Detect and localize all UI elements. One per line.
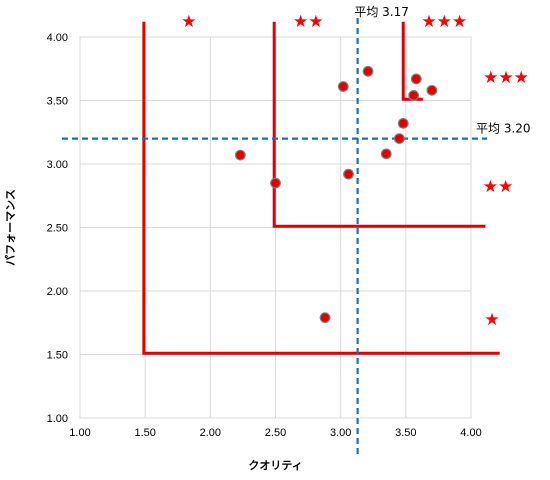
data-point [319, 312, 331, 324]
y-tick-label: 2.50 [47, 223, 68, 235]
y-tick-label: 4.00 [47, 32, 68, 44]
average-x-label: 平均 3.17 [354, 5, 409, 19]
x-tick-label: 3.50 [395, 427, 416, 439]
x-tick-label: 3.00 [330, 427, 351, 439]
y-tick-label: 2.00 [47, 286, 68, 298]
zone-performance-stars: ★ [484, 310, 499, 330]
zone-bracket [142, 21, 500, 355]
data-point [410, 73, 422, 85]
data-point [337, 81, 349, 92]
data-point [234, 149, 246, 161]
zone-performance-stars: ★★★ [483, 68, 529, 88]
y-axis-ticks: 1.00 1.50 2.00 2.50 3.00 3.50 4.00 [47, 32, 68, 425]
data-point [343, 168, 354, 180]
zone-quality-stars: ★★ [293, 12, 323, 32]
zone-quality-stars: ★ [181, 12, 196, 32]
average-y-label: 平均 3.20 [476, 122, 531, 136]
x-tick-label: 2.00 [200, 427, 221, 439]
y-axis-title: パフォーマンス [4, 189, 17, 266]
x-tick-label: 2.50 [265, 427, 286, 439]
data-point [408, 90, 420, 101]
data-points [234, 65, 438, 324]
x-tick-label: 4.00 [460, 427, 481, 439]
y-tick-label: 3.00 [47, 159, 68, 171]
x-tick-label: 1.00 [69, 427, 90, 439]
data-point [426, 84, 438, 96]
x-axis-ticks: 1.00 1.50 2.00 2.50 3.00 3.50 4.00 [69, 427, 481, 439]
data-point [393, 133, 405, 145]
zone-bracket [272, 21, 486, 228]
data-point [380, 148, 392, 160]
average-lines [62, 18, 487, 455]
data-point [362, 65, 374, 77]
y-tick-label: 1.00 [47, 413, 68, 425]
data-point [397, 117, 409, 129]
data-point [270, 177, 281, 189]
zone-quality-stars: ★★★ [421, 12, 467, 32]
zone-performance-stars: ★★ [483, 177, 513, 197]
x-axis-title: クオリティ [248, 459, 302, 472]
y-tick-label: 1.50 [47, 350, 68, 362]
y-tick-label: 3.50 [47, 96, 68, 108]
x-tick-label: 1.50 [134, 427, 155, 439]
